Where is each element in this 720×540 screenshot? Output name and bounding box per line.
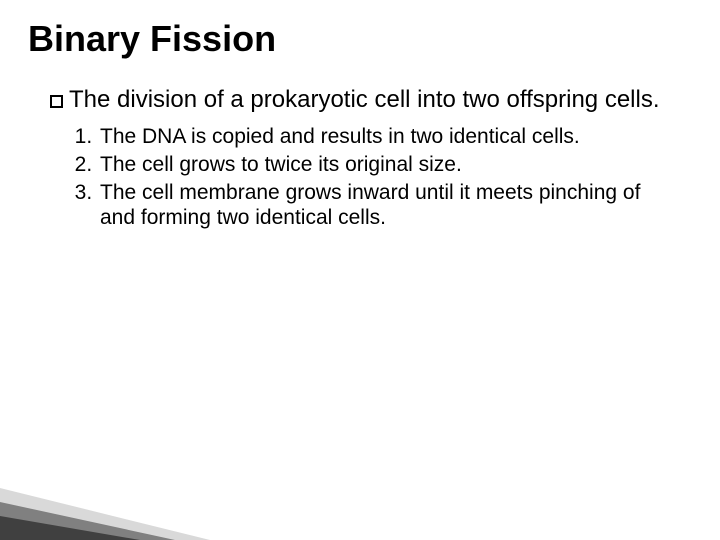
list-item: The DNA is copied and results in two ide… <box>98 124 670 150</box>
corner-accent-icon <box>0 470 260 540</box>
list-item: The cell grows to twice its original siz… <box>98 152 670 178</box>
wedge-mid <box>0 502 175 540</box>
lead-text: The division of a prokaryotic cell into … <box>69 86 660 113</box>
slide-body: The division of a prokaryotic cell into … <box>50 86 670 233</box>
list-item: The cell membrane grows inward until it … <box>98 180 670 231</box>
lead-paragraph: The division of a prokaryotic cell into … <box>50 86 670 114</box>
square-bullet-icon <box>50 95 63 108</box>
wedge-light <box>0 488 210 540</box>
slide: Binary Fission The division of a prokary… <box>0 0 720 540</box>
steps-list: The DNA is copied and results in two ide… <box>72 124 670 230</box>
wedge-dark <box>0 516 140 540</box>
slide-title: Binary Fission <box>28 18 276 60</box>
